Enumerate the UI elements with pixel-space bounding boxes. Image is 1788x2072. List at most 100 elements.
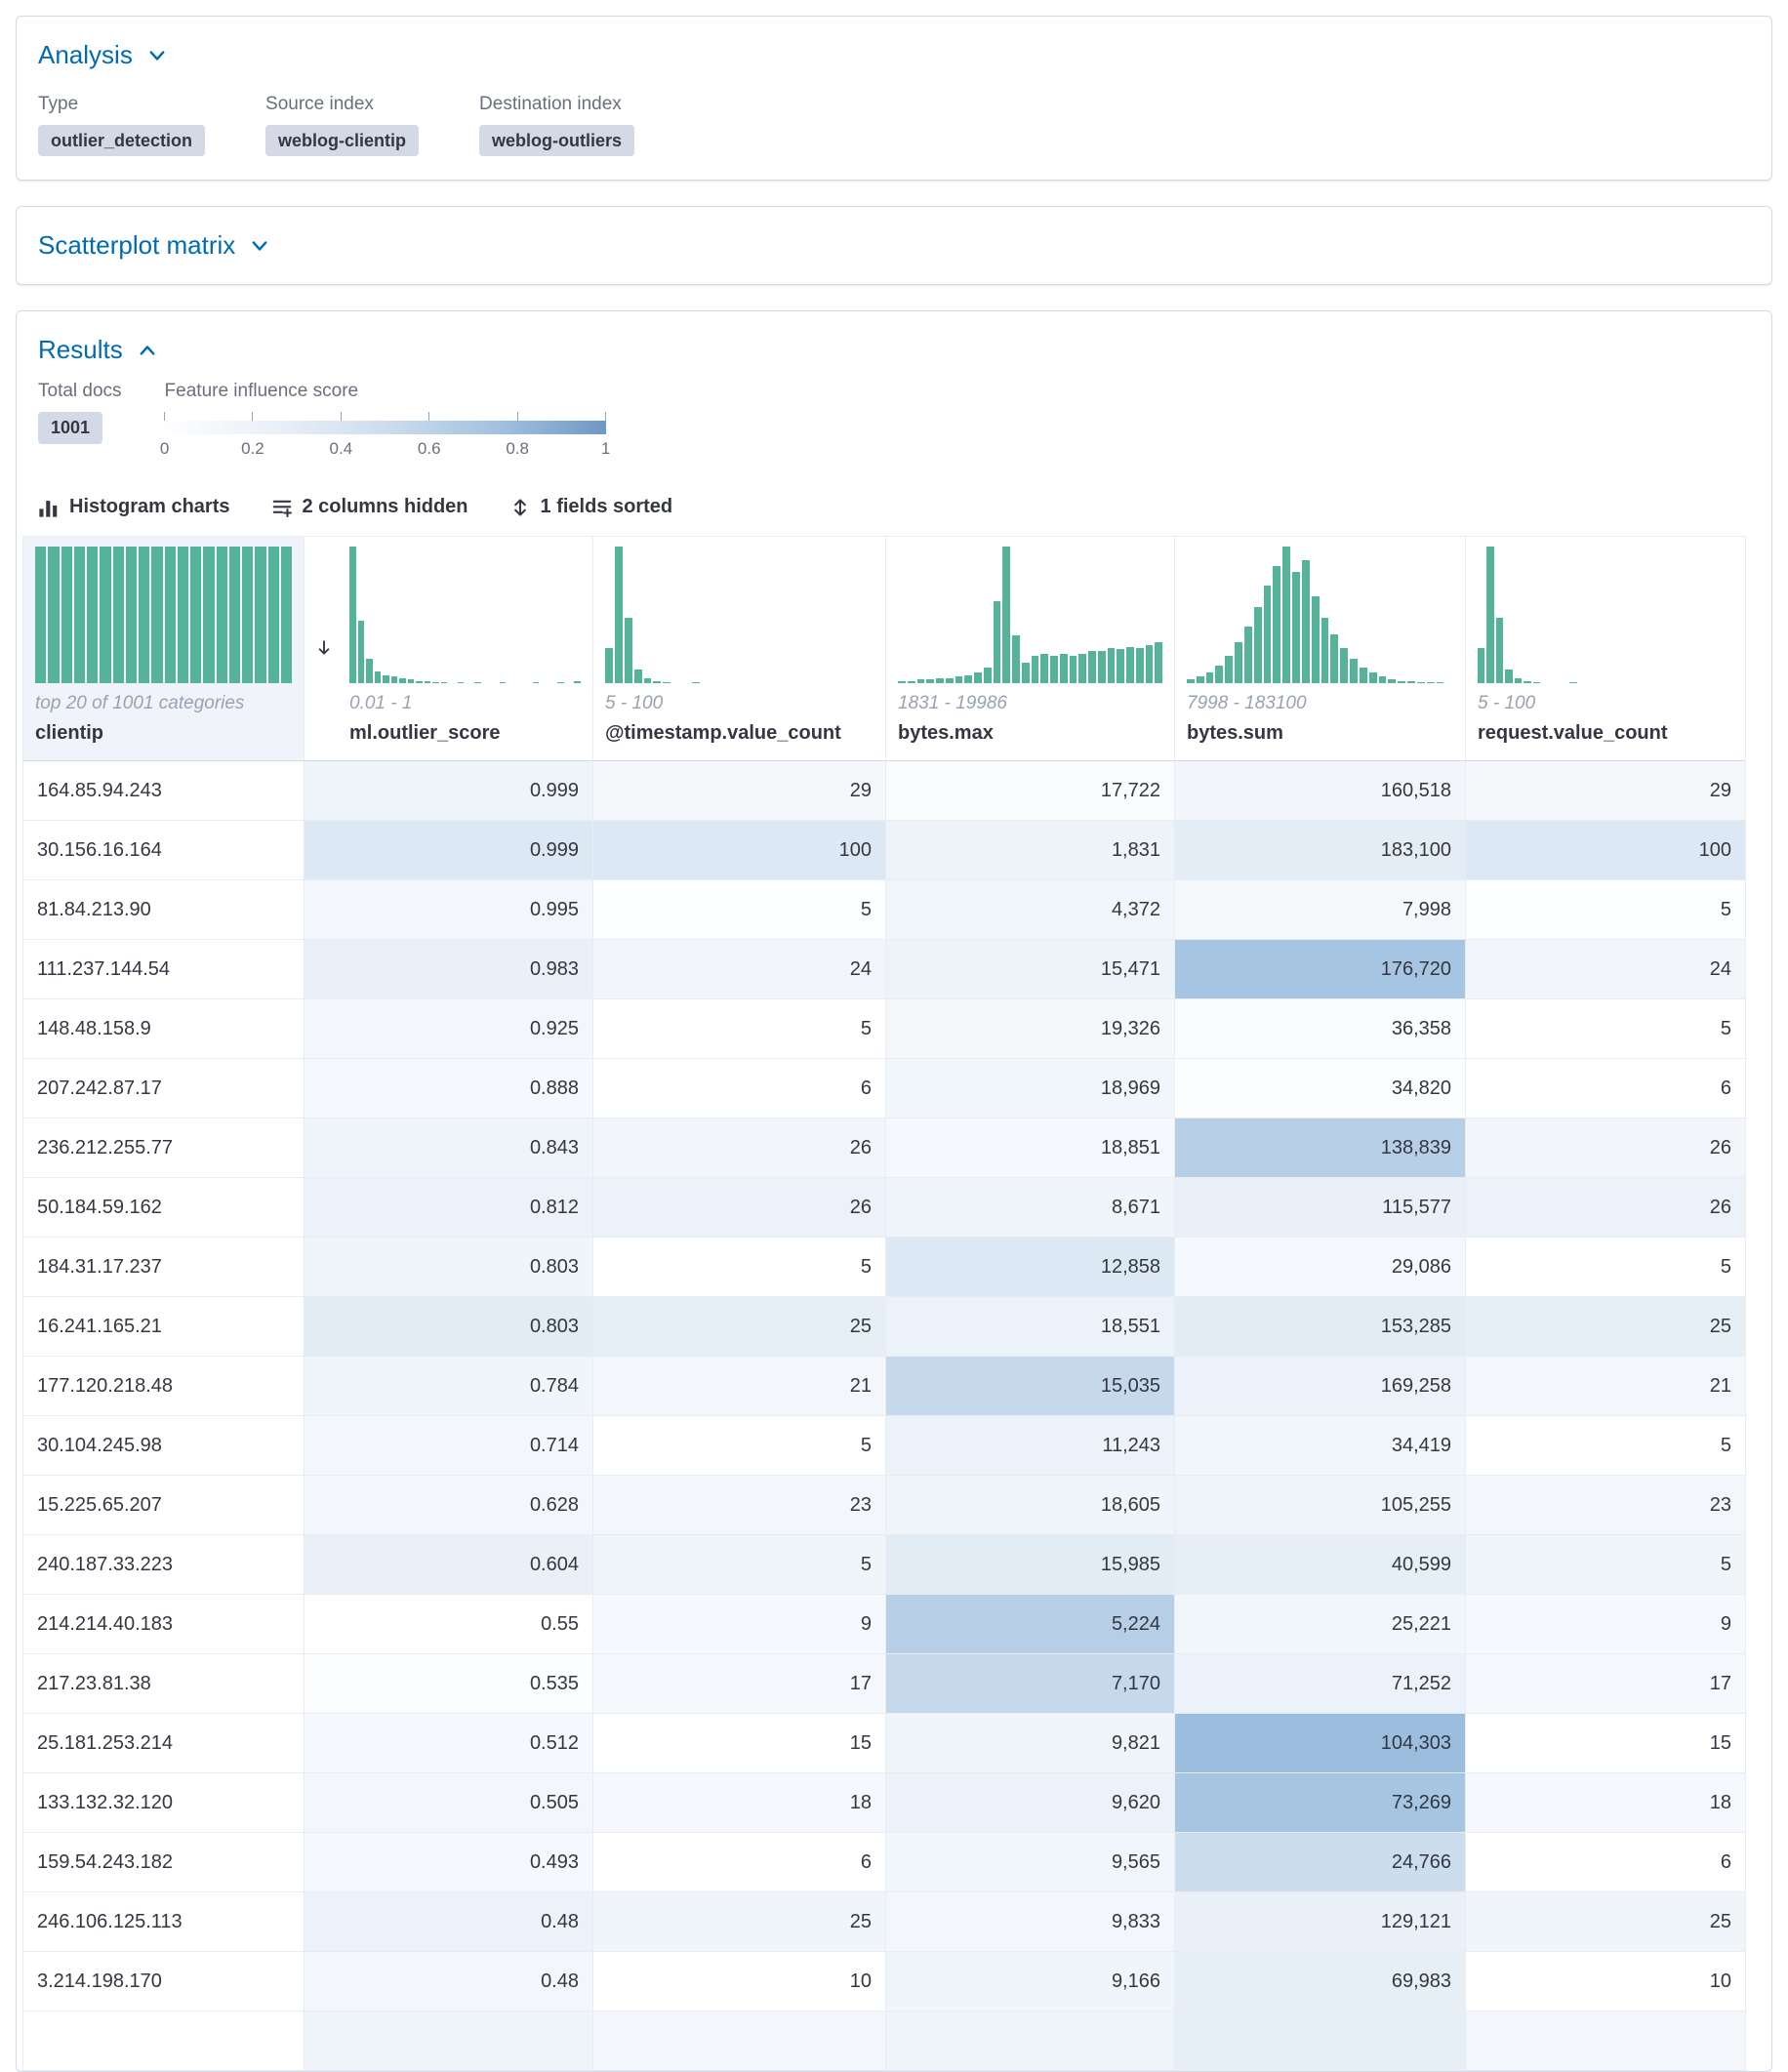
grid-cell[interactable] bbox=[592, 2011, 885, 2072]
grid-cell[interactable]: 184.31.17.237 bbox=[22, 1238, 304, 1298]
grid-cell[interactable]: 19,326 bbox=[885, 999, 1174, 1060]
grid-cell[interactable]: 5,224 bbox=[885, 1595, 1174, 1655]
grid-cell[interactable]: 16.241.165.21 bbox=[22, 1297, 304, 1358]
grid-cell[interactable]: 169,258 bbox=[1174, 1357, 1465, 1417]
grid-cell[interactable]: 30.104.245.98 bbox=[22, 1416, 304, 1477]
grid-cell[interactable]: 18 bbox=[592, 1773, 885, 1834]
grid-cell[interactable]: 24 bbox=[1465, 940, 1746, 1000]
grid-cell[interactable]: 26 bbox=[592, 1118, 885, 1179]
toolbar-sort-fields[interactable]: 1 fields sorted bbox=[509, 496, 672, 518]
grid-cell[interactable]: 9,833 bbox=[885, 1892, 1174, 1953]
grid-cell[interactable]: 9,620 bbox=[885, 1773, 1174, 1834]
grid-cell[interactable]: 15,035 bbox=[885, 1357, 1174, 1417]
grid-cell[interactable]: 159.54.243.182 bbox=[22, 1833, 304, 1893]
grid-cell[interactable]: 24 bbox=[592, 940, 885, 1000]
grid-cell[interactable]: 26 bbox=[1465, 1118, 1746, 1179]
grid-cell[interactable]: 5 bbox=[1465, 880, 1746, 941]
grid-cell[interactable]: 0.999 bbox=[304, 821, 592, 881]
grid-cell[interactable]: 11,243 bbox=[885, 1416, 1174, 1477]
grid-cell[interactable] bbox=[885, 2011, 1174, 2072]
grid-cell[interactable]: 0.784 bbox=[304, 1357, 592, 1417]
grid-cell[interactable] bbox=[1174, 2011, 1465, 2072]
grid-cell[interactable]: 104,303 bbox=[1174, 1714, 1465, 1774]
grid-cell[interactable]: 25.181.253.214 bbox=[22, 1714, 304, 1774]
grid-cell[interactable]: 0.48 bbox=[304, 1952, 592, 2012]
grid-cell[interactable]: 5 bbox=[592, 1416, 885, 1477]
grid-cell[interactable]: 111.237.144.54 bbox=[22, 940, 304, 1000]
grid-cell[interactable]: 138,839 bbox=[1174, 1118, 1465, 1179]
grid-cell[interactable]: 15,985 bbox=[885, 1535, 1174, 1596]
grid-cell[interactable]: 18,551 bbox=[885, 1297, 1174, 1358]
grid-cell[interactable]: 15.225.65.207 bbox=[22, 1476, 304, 1536]
grid-cell[interactable]: 30.156.16.164 bbox=[22, 821, 304, 881]
grid-cell[interactable] bbox=[304, 2011, 592, 2072]
grid-cell[interactable]: 24,766 bbox=[1174, 1833, 1465, 1893]
grid-cell[interactable]: 0.604 bbox=[304, 1535, 592, 1596]
grid-cell[interactable]: 0.983 bbox=[304, 940, 592, 1000]
grid-cell[interactable]: 9 bbox=[592, 1595, 885, 1655]
grid-cell[interactable]: 10 bbox=[592, 1952, 885, 2012]
grid-cell[interactable]: 1,831 bbox=[885, 821, 1174, 881]
grid-cell[interactable]: 5 bbox=[592, 1535, 885, 1596]
grid-cell[interactable]: 0.995 bbox=[304, 880, 592, 941]
grid-cell[interactable]: 29,086 bbox=[1174, 1238, 1465, 1298]
grid-cell[interactable]: 0.505 bbox=[304, 1773, 592, 1834]
grid-cell[interactable]: 40,599 bbox=[1174, 1535, 1465, 1596]
grid-cell[interactable]: 0.628 bbox=[304, 1476, 592, 1536]
column-header-clientip[interactable]: top 20 of 1001 categories clientip bbox=[22, 536, 304, 762]
column-header-bytes.max[interactable]: 1831 - 19986 bytes.max bbox=[885, 536, 1174, 762]
grid-cell[interactable]: 26 bbox=[1465, 1178, 1746, 1239]
grid-cell[interactable]: 148.48.158.9 bbox=[22, 999, 304, 1060]
grid-cell[interactable]: 100 bbox=[592, 821, 885, 881]
grid-cell[interactable]: 0.535 bbox=[304, 1654, 592, 1715]
grid-cell[interactable]: 217.23.81.38 bbox=[22, 1654, 304, 1715]
grid-cell[interactable]: 0.714 bbox=[304, 1416, 592, 1477]
grid-cell[interactable]: 5 bbox=[1465, 1238, 1746, 1298]
grid-cell[interactable]: 23 bbox=[592, 1476, 885, 1536]
column-header-bytes.sum[interactable]: 7998 - 183100 bytes.sum bbox=[1174, 536, 1465, 762]
grid-cell[interactable]: 100 bbox=[1465, 821, 1746, 881]
grid-cell[interactable]: 18 bbox=[1465, 1773, 1746, 1834]
grid-cell[interactable]: 73,269 bbox=[1174, 1773, 1465, 1834]
grid-cell[interactable]: 0.843 bbox=[304, 1118, 592, 1179]
grid-cell[interactable]: 15 bbox=[592, 1714, 885, 1774]
toolbar-columns-hidden[interactable]: 2 columns hidden bbox=[271, 496, 468, 518]
grid-cell[interactable]: 18,851 bbox=[885, 1118, 1174, 1179]
grid-cell[interactable]: 5 bbox=[1465, 999, 1746, 1060]
grid-cell[interactable]: 133.132.32.120 bbox=[22, 1773, 304, 1834]
grid-cell[interactable]: 34,419 bbox=[1174, 1416, 1465, 1477]
grid-cell[interactable]: 10 bbox=[1465, 1952, 1746, 2012]
grid-cell[interactable]: 0.48 bbox=[304, 1892, 592, 1953]
grid-cell[interactable]: 25,221 bbox=[1174, 1595, 1465, 1655]
grid-cell[interactable]: 4,372 bbox=[885, 880, 1174, 941]
grid-cell[interactable]: 15,471 bbox=[885, 940, 1174, 1000]
grid-cell[interactable]: 6 bbox=[592, 1059, 885, 1119]
grid-cell[interactable]: 8,671 bbox=[885, 1178, 1174, 1239]
grid-cell[interactable]: 6 bbox=[1465, 1833, 1746, 1893]
grid-cell[interactable]: 5 bbox=[1465, 1416, 1746, 1477]
grid-cell[interactable]: 36,358 bbox=[1174, 999, 1465, 1060]
grid-cell[interactable]: 81.84.213.90 bbox=[22, 880, 304, 941]
grid-cell[interactable]: 25 bbox=[592, 1297, 885, 1358]
grid-cell[interactable]: 236.212.255.77 bbox=[22, 1118, 304, 1179]
grid-cell[interactable]: 6 bbox=[592, 1833, 885, 1893]
grid-cell[interactable]: 153,285 bbox=[1174, 1297, 1465, 1358]
grid-cell[interactable]: 23 bbox=[1465, 1476, 1746, 1536]
grid-cell[interactable]: 9,565 bbox=[885, 1833, 1174, 1893]
grid-cell[interactable]: 25 bbox=[1465, 1892, 1746, 1953]
grid-cell[interactable]: 25 bbox=[592, 1892, 885, 1953]
grid-cell[interactable]: 9 bbox=[1465, 1595, 1746, 1655]
grid-cell[interactable]: 105,255 bbox=[1174, 1476, 1465, 1536]
grid-cell[interactable]: 18,969 bbox=[885, 1059, 1174, 1119]
grid-cell[interactable]: 17,722 bbox=[885, 761, 1174, 822]
grid-cell[interactable]: 9,821 bbox=[885, 1714, 1174, 1774]
grid-cell[interactable]: 50.184.59.162 bbox=[22, 1178, 304, 1239]
column-header-ml.outlier_score[interactable]: 0.01 - 1 ml.outlier_score bbox=[304, 536, 592, 762]
grid-cell[interactable]: 17 bbox=[1465, 1654, 1746, 1715]
grid-cell[interactable]: 246.106.125.113 bbox=[22, 1892, 304, 1953]
grid-cell[interactable]: 26 bbox=[592, 1178, 885, 1239]
grid-cell[interactable]: 177.120.218.48 bbox=[22, 1357, 304, 1417]
toolbar-histogram[interactable]: Histogram charts bbox=[38, 496, 230, 518]
grid-cell[interactable]: 29 bbox=[592, 761, 885, 822]
grid-cell[interactable]: 240.187.33.223 bbox=[22, 1535, 304, 1596]
